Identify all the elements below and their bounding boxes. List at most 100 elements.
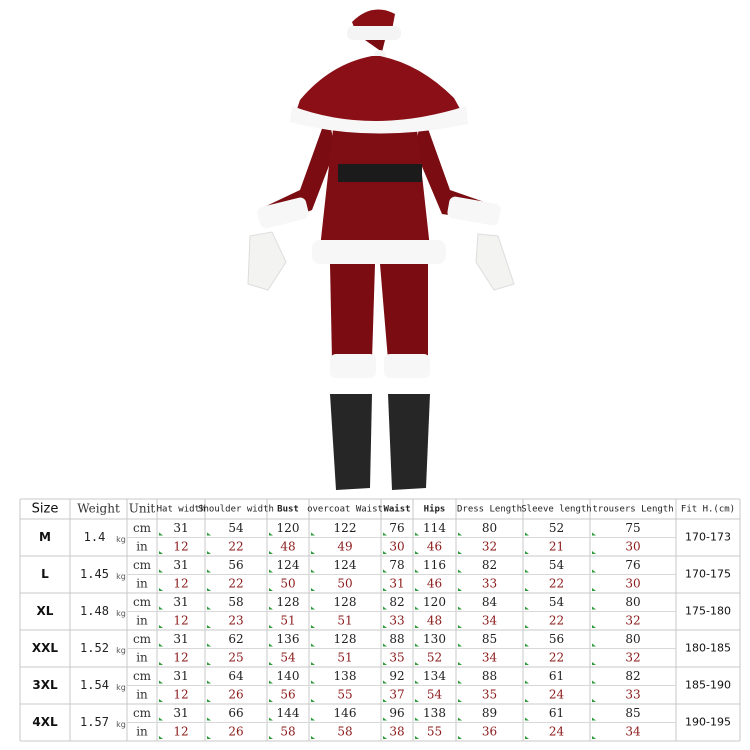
value-cell: 96 (389, 706, 404, 720)
value-cell: 89 (482, 706, 497, 720)
value-cell: 31 (173, 669, 188, 683)
size-cell: M (39, 530, 51, 544)
cell-marker (525, 606, 529, 610)
cell-marker (458, 680, 462, 684)
value-cell: 82 (482, 558, 497, 572)
value-cell: 128 (334, 595, 357, 609)
cell-marker (383, 551, 387, 554)
cell-marker (592, 606, 596, 610)
value-cell: 58 (228, 595, 243, 609)
cell-marker (415, 662, 419, 665)
value-cell: 76 (625, 558, 640, 572)
value-cell: 122 (334, 521, 357, 535)
cell-marker (458, 606, 462, 610)
cell-marker (415, 699, 419, 702)
cell-marker (269, 569, 273, 573)
value-cell: 124 (334, 558, 357, 572)
value-cell: 52 (427, 650, 442, 664)
value-cell: 58 (337, 724, 352, 738)
value-cell: 56 (549, 632, 564, 646)
cell-marker (525, 532, 529, 536)
value-cell: 31 (173, 595, 188, 609)
cell-marker (269, 643, 273, 647)
cell-marker (525, 717, 529, 721)
cell-marker (592, 569, 596, 573)
value-cell: 24 (549, 687, 565, 701)
value-cell: 120 (277, 521, 300, 535)
header-cell: overcoat Waist (307, 505, 383, 515)
cell-marker (159, 662, 163, 665)
value-cell: 62 (228, 632, 243, 646)
cell-marker (525, 643, 529, 647)
cell-marker (415, 551, 419, 554)
unit-cell: in (136, 724, 148, 738)
cell-marker (415, 569, 419, 573)
cell-marker (458, 736, 462, 739)
unit-cell: in (136, 539, 148, 553)
cell-marker (415, 606, 419, 610)
value-cell: 22 (549, 650, 564, 664)
cell-marker (525, 662, 529, 665)
cell-marker (383, 625, 387, 628)
cell-marker (269, 532, 273, 536)
value-cell: 12 (173, 576, 188, 590)
value-cell: 22 (549, 576, 564, 590)
cell-marker (269, 588, 273, 591)
cell-marker (269, 606, 273, 610)
cell-marker (383, 736, 387, 739)
cell-marker (383, 643, 387, 647)
value-cell: 128 (334, 632, 357, 646)
cell-marker (525, 569, 529, 573)
value-cell: 33 (389, 613, 404, 627)
weight-unit: kg (116, 535, 126, 544)
cell-marker (592, 532, 596, 536)
value-cell: 12 (173, 539, 188, 553)
value-cell: 80 (625, 595, 640, 609)
unit-cell: in (136, 576, 148, 590)
cell-marker (159, 606, 163, 610)
value-cell: 58 (280, 724, 295, 738)
value-cell: 33 (625, 687, 640, 701)
value-cell: 56 (228, 558, 243, 572)
cell-marker (592, 680, 596, 684)
cell-marker (311, 569, 315, 573)
weight-unit: kg (116, 720, 126, 729)
unit-cell: in (136, 613, 148, 627)
value-cell: 52 (549, 521, 564, 535)
cell-marker (159, 643, 163, 647)
cell-marker (311, 606, 315, 610)
cell-marker (592, 717, 596, 721)
value-cell: 12 (173, 650, 188, 664)
cell-marker (159, 699, 163, 702)
value-cell: 33 (482, 576, 497, 590)
value-cell: 134 (423, 669, 446, 683)
cell-marker (207, 643, 211, 647)
size-cell: L (41, 567, 49, 581)
cell-marker (207, 717, 211, 721)
value-cell: 31 (173, 706, 188, 720)
value-cell: 21 (549, 539, 564, 553)
value-cell: 66 (228, 706, 243, 720)
value-cell: 92 (389, 669, 404, 683)
value-cell: 30 (625, 539, 640, 553)
value-cell: 38 (389, 724, 404, 738)
cell-marker (458, 717, 462, 721)
fit-cell: 190-195 (685, 716, 731, 729)
value-cell: 85 (482, 632, 497, 646)
cell-marker (415, 680, 419, 684)
value-cell: 51 (280, 613, 295, 627)
value-cell: 124 (277, 558, 300, 572)
value-cell: 31 (173, 558, 188, 572)
value-cell: 84 (482, 595, 498, 609)
cell-marker (458, 588, 462, 591)
cell-marker (159, 569, 163, 573)
cell-marker (383, 699, 387, 702)
value-cell: 26 (228, 687, 243, 701)
cell-marker (159, 532, 163, 536)
cell-marker (207, 606, 211, 610)
value-cell: 80 (625, 632, 640, 646)
value-cell: 144 (277, 706, 300, 720)
value-cell: 31 (173, 521, 188, 535)
header-cell: Shoulder width (198, 505, 274, 515)
